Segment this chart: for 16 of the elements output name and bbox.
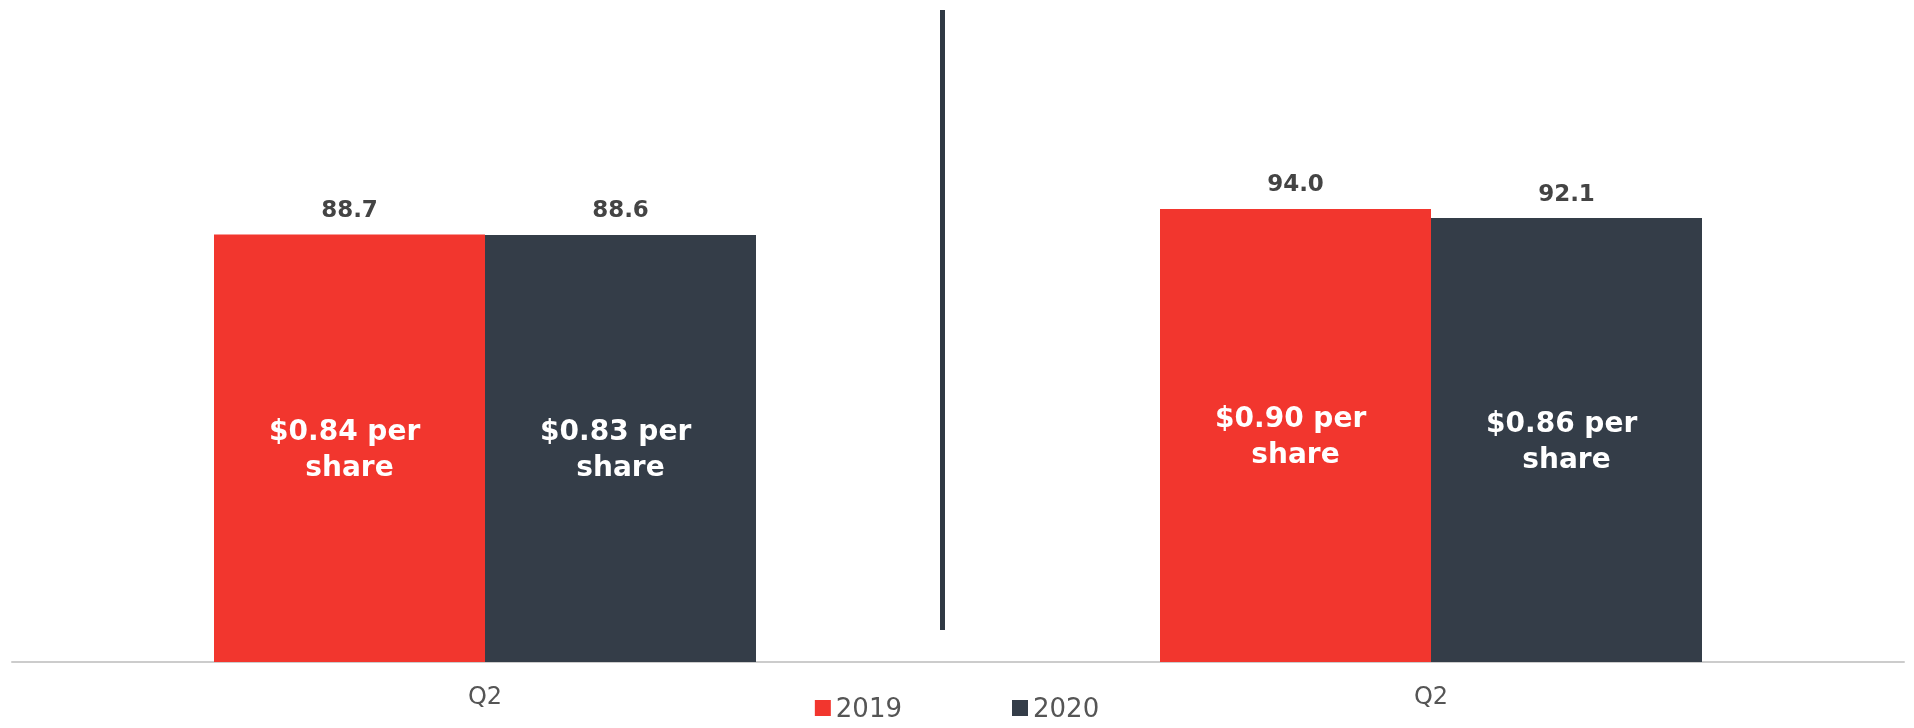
data-label: 88.7 [321,195,378,222]
bar [485,234,756,662]
legend-label: 2020 [1033,693,1100,723]
bar [1431,218,1702,662]
annotation: $0.83 per share [540,413,701,483]
annotation: $0.90 per share [1215,400,1376,470]
data-label: 92.1 [1538,179,1595,206]
x-tick-label: Q2 [1413,682,1449,710]
bar [1160,208,1431,662]
data-label: 88.6 [592,196,649,223]
data-label: 94.0 [1267,170,1324,197]
x-tick-label: Q2 [467,682,503,710]
legend-label: 2019 [835,693,902,723]
annotation: $0.84 per share [269,413,430,483]
annotation: $0.86 per share [1486,405,1647,475]
bar [214,234,485,662]
